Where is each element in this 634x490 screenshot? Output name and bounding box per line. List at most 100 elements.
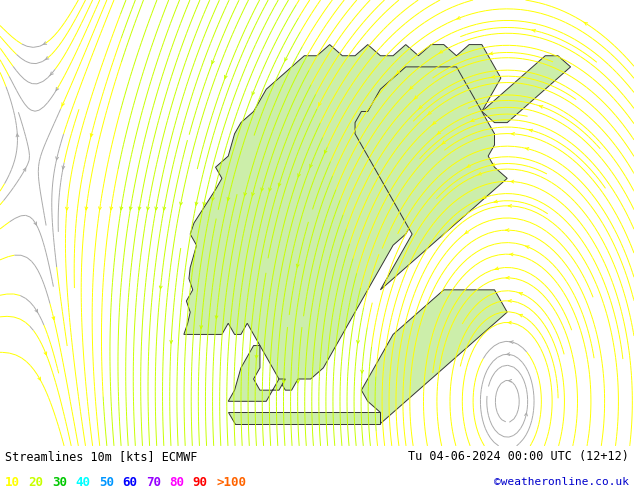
FancyArrowPatch shape (297, 264, 299, 267)
FancyArrowPatch shape (99, 207, 101, 210)
FancyArrowPatch shape (510, 253, 513, 256)
Polygon shape (228, 413, 380, 424)
FancyArrowPatch shape (159, 286, 162, 289)
FancyArrowPatch shape (43, 42, 47, 45)
FancyArrowPatch shape (491, 163, 495, 166)
FancyArrowPatch shape (427, 112, 431, 115)
Polygon shape (184, 45, 501, 390)
FancyArrowPatch shape (456, 17, 460, 19)
FancyArrowPatch shape (410, 86, 413, 90)
FancyArrowPatch shape (297, 380, 299, 383)
FancyArrowPatch shape (85, 207, 87, 210)
FancyArrowPatch shape (62, 166, 65, 169)
FancyArrowPatch shape (16, 134, 19, 137)
FancyArrowPatch shape (478, 172, 481, 175)
FancyArrowPatch shape (285, 58, 287, 61)
FancyArrowPatch shape (146, 207, 150, 210)
FancyArrowPatch shape (155, 207, 158, 210)
FancyArrowPatch shape (200, 325, 203, 328)
FancyArrowPatch shape (442, 141, 446, 145)
FancyArrowPatch shape (269, 188, 271, 191)
FancyArrowPatch shape (44, 352, 47, 355)
Text: 60: 60 (122, 476, 138, 489)
FancyArrowPatch shape (529, 129, 533, 132)
FancyArrowPatch shape (506, 229, 509, 231)
Text: 30: 30 (52, 476, 67, 489)
FancyArrowPatch shape (170, 341, 172, 343)
FancyArrowPatch shape (494, 200, 498, 203)
FancyArrowPatch shape (45, 57, 49, 60)
FancyArrowPatch shape (252, 193, 254, 196)
FancyArrowPatch shape (525, 413, 527, 416)
FancyArrowPatch shape (510, 180, 514, 183)
FancyArrowPatch shape (203, 202, 205, 205)
FancyArrowPatch shape (215, 316, 218, 318)
FancyArrowPatch shape (510, 341, 514, 343)
Text: 70: 70 (146, 476, 161, 489)
FancyArrowPatch shape (282, 380, 285, 383)
FancyArrowPatch shape (495, 267, 498, 270)
Polygon shape (228, 345, 285, 401)
FancyArrowPatch shape (467, 165, 470, 168)
FancyArrowPatch shape (396, 71, 399, 74)
FancyArrowPatch shape (508, 204, 512, 207)
Text: 20: 20 (29, 476, 44, 489)
Text: 50: 50 (99, 476, 114, 489)
Text: 80: 80 (169, 476, 184, 489)
Polygon shape (361, 290, 507, 424)
FancyArrowPatch shape (470, 119, 474, 122)
FancyArrowPatch shape (319, 102, 321, 106)
FancyArrowPatch shape (532, 29, 536, 32)
FancyArrowPatch shape (418, 105, 422, 109)
Text: 10: 10 (5, 476, 20, 489)
Text: >100: >100 (216, 476, 246, 489)
FancyArrowPatch shape (432, 122, 436, 125)
FancyArrowPatch shape (508, 299, 512, 302)
FancyArrowPatch shape (227, 197, 230, 200)
FancyArrowPatch shape (414, 96, 418, 99)
FancyArrowPatch shape (163, 207, 165, 210)
FancyArrowPatch shape (506, 276, 509, 279)
FancyArrowPatch shape (439, 50, 443, 53)
Text: 90: 90 (193, 476, 208, 489)
FancyArrowPatch shape (23, 168, 26, 171)
FancyArrowPatch shape (56, 87, 59, 91)
Text: Tu 04-06-2024 00:00 UTC (12+12): Tu 04-06-2024 00:00 UTC (12+12) (408, 450, 629, 464)
Polygon shape (355, 67, 507, 290)
FancyArrowPatch shape (129, 207, 132, 210)
FancyArrowPatch shape (584, 22, 588, 25)
FancyArrowPatch shape (325, 150, 327, 153)
FancyArrowPatch shape (35, 309, 37, 312)
FancyArrowPatch shape (540, 105, 543, 108)
FancyArrowPatch shape (90, 134, 93, 137)
FancyArrowPatch shape (465, 231, 469, 234)
FancyArrowPatch shape (255, 355, 258, 358)
FancyArrowPatch shape (361, 370, 363, 373)
FancyArrowPatch shape (489, 52, 493, 55)
FancyArrowPatch shape (519, 293, 522, 295)
Text: Streamlines 10m [kts] ECMWF: Streamlines 10m [kts] ECMWF (5, 450, 197, 464)
FancyArrowPatch shape (38, 377, 41, 380)
Text: 40: 40 (75, 476, 91, 489)
FancyArrowPatch shape (65, 207, 68, 210)
FancyArrowPatch shape (519, 314, 522, 317)
FancyArrowPatch shape (310, 164, 313, 168)
FancyArrowPatch shape (491, 75, 495, 78)
FancyArrowPatch shape (34, 222, 37, 225)
FancyArrowPatch shape (212, 197, 214, 200)
FancyArrowPatch shape (138, 207, 141, 210)
Text: ©weatheronline.co.uk: ©weatheronline.co.uk (494, 477, 629, 487)
FancyArrowPatch shape (49, 72, 53, 75)
FancyArrowPatch shape (482, 196, 486, 198)
FancyArrowPatch shape (526, 246, 529, 248)
FancyArrowPatch shape (298, 173, 301, 177)
FancyArrowPatch shape (437, 131, 441, 135)
FancyArrowPatch shape (508, 379, 512, 382)
FancyArrowPatch shape (508, 321, 511, 324)
FancyArrowPatch shape (244, 193, 247, 196)
FancyArrowPatch shape (195, 202, 198, 205)
FancyArrowPatch shape (52, 317, 55, 319)
FancyArrowPatch shape (212, 60, 214, 64)
FancyArrowPatch shape (120, 207, 123, 210)
FancyArrowPatch shape (278, 183, 281, 186)
